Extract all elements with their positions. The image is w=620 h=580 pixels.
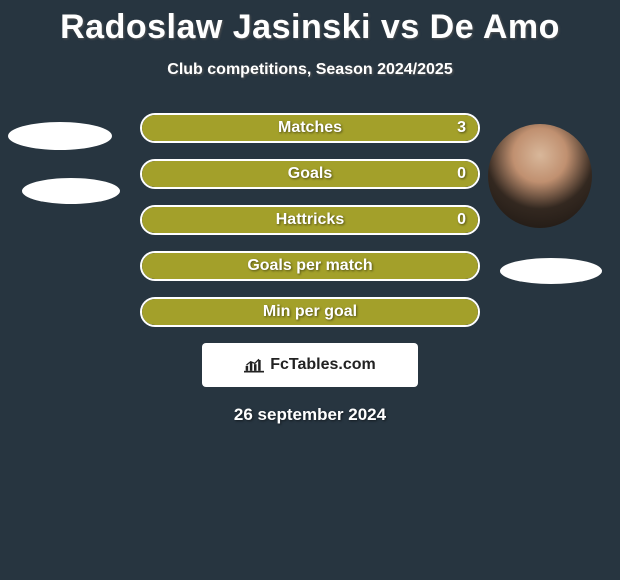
stat-label: Goals — [288, 165, 332, 182]
stat-value: 3 — [457, 115, 466, 141]
stat-row: Goals 0 — [0, 159, 620, 189]
stat-value: 0 — [457, 161, 466, 187]
stat-row: Min per goal — [0, 297, 620, 327]
page-title: Radoslaw Jasinski vs De Amo — [0, 0, 620, 47]
stat-label: Goals per match — [247, 257, 372, 274]
stat-row: Matches 3 — [0, 113, 620, 143]
stat-bar-goals-per-match: Goals per match — [140, 251, 480, 281]
stat-value: 0 — [457, 207, 466, 233]
stat-bar-min-per-goal: Min per goal — [140, 297, 480, 327]
stat-row: Goals per match — [0, 251, 620, 281]
logo-text: FcTables.com — [270, 356, 376, 374]
stat-bar-hattricks: Hattricks 0 — [140, 205, 480, 235]
bar-chart-icon — [244, 357, 264, 373]
stat-row: Hattricks 0 — [0, 205, 620, 235]
stats-container: Matches 3 Goals 0 Hattricks 0 Goals per … — [0, 113, 620, 327]
stat-label: Hattricks — [276, 211, 344, 228]
stat-label: Min per goal — [263, 303, 357, 320]
stat-bar-matches: Matches 3 — [140, 113, 480, 143]
subtitle: Club competitions, Season 2024/2025 — [0, 61, 620, 79]
stat-bar-goals: Goals 0 — [140, 159, 480, 189]
site-logo[interactable]: FcTables.com — [202, 343, 418, 387]
date-label: 26 september 2024 — [0, 405, 620, 425]
stat-label: Matches — [278, 119, 342, 136]
